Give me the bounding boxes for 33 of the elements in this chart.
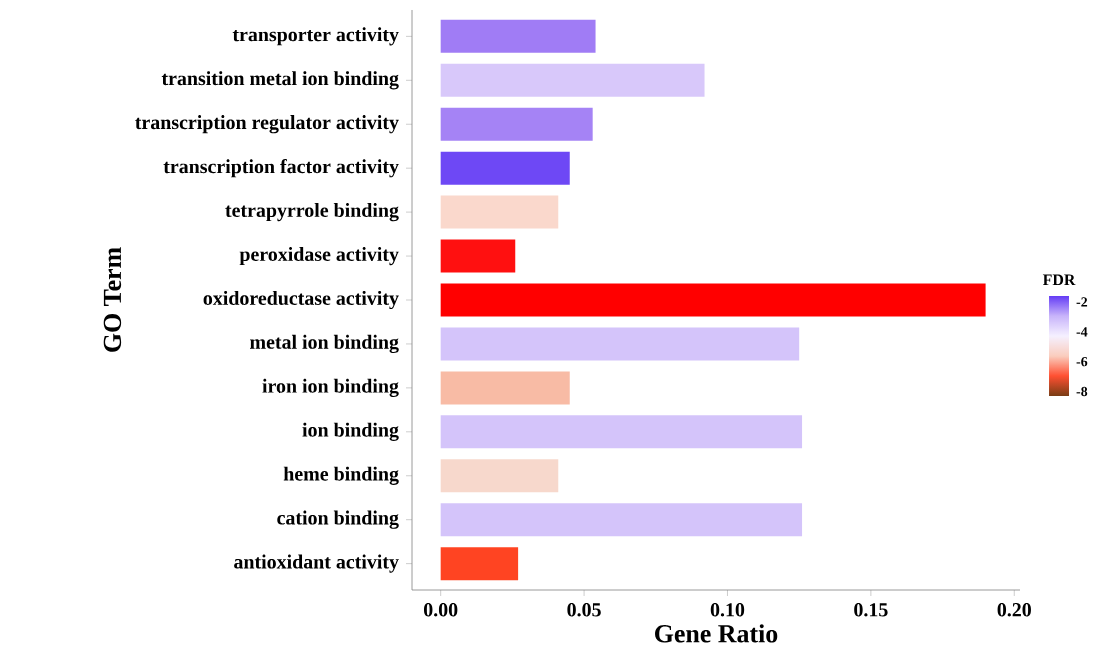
x-tick-label: 0.15	[854, 603, 888, 617]
bar	[440, 151, 570, 185]
y-tick-label: metal ion binding	[250, 334, 399, 354]
y-tick-label: cation binding	[277, 510, 399, 529]
x-tick-label: 0.05	[567, 603, 601, 617]
y-tick-label: transcription factor activity	[163, 159, 399, 178]
bar	[440, 327, 800, 361]
y-tick-label: transition metal ion binding	[161, 71, 399, 90]
y-tick-label: iron ion binding	[262, 378, 399, 397]
y-tick-label: heme binding	[283, 466, 399, 485]
x-tick-label: 0.20	[997, 603, 1031, 617]
bar	[440, 547, 519, 581]
x-tick-label: 0.10	[710, 603, 745, 617]
bar	[440, 371, 570, 405]
y-axis-title: GO Term	[103, 247, 122, 352]
bar	[440, 283, 986, 317]
y-tick-label: ion binding	[302, 422, 399, 441]
bar	[440, 503, 803, 537]
x-tick-label: 0.00	[423, 603, 458, 617]
bar	[440, 195, 559, 229]
bar	[440, 107, 593, 141]
y-tick-label: peroxidase activity	[239, 246, 399, 266]
bar	[440, 63, 705, 97]
bar	[440, 19, 596, 53]
bar	[440, 415, 803, 449]
y-tick-label: oxidoreductase activity	[203, 290, 399, 310]
y-tick-label: tetrapyrrole binding	[225, 202, 399, 222]
x-axis-title: Gene Ratio	[655, 624, 778, 643]
bar	[440, 239, 516, 273]
bar	[440, 459, 559, 493]
y-tick-label: transporter activity	[232, 27, 399, 46]
y-tick-label: transcription regulator activity	[135, 115, 399, 134]
y-tick-label: antioxidant activity	[234, 554, 399, 573]
